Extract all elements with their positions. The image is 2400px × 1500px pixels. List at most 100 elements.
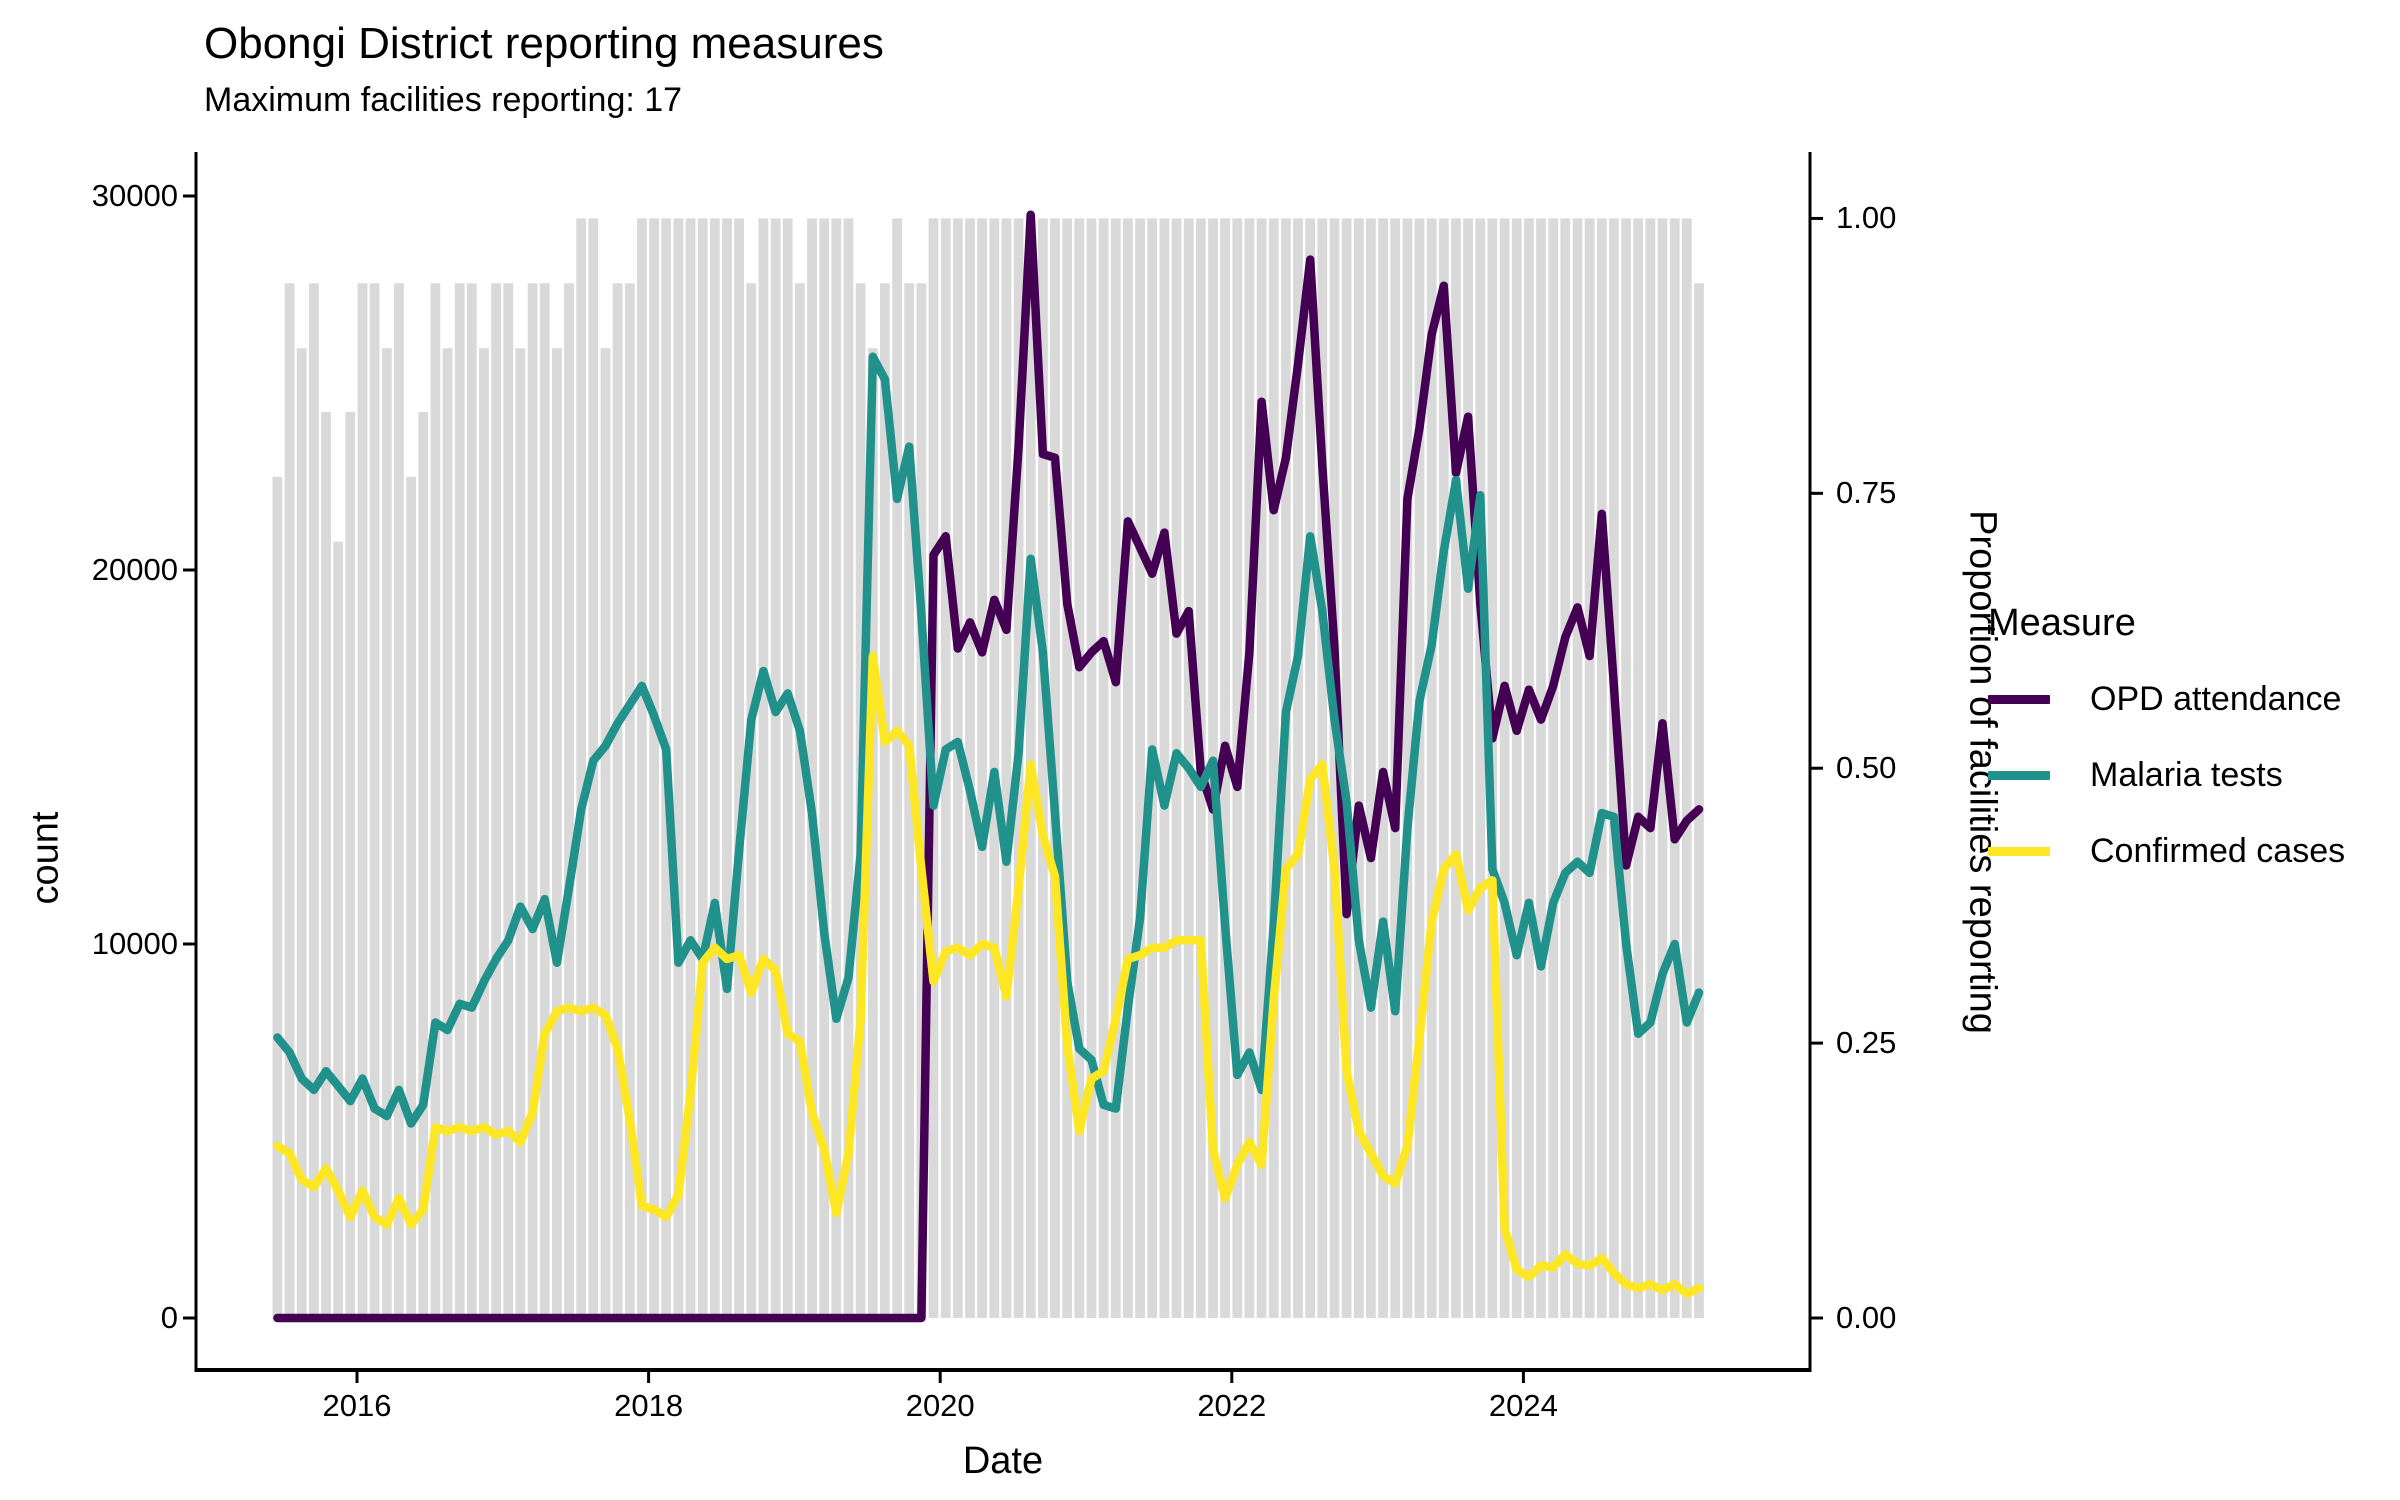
- y-axis-title-left: count: [24, 811, 67, 905]
- y-right-tick-label: 0.00: [1836, 1300, 1897, 1335]
- facility-bar: [564, 283, 574, 1318]
- facility-bar: [746, 283, 757, 1318]
- chart-title: Obongi District reporting measures: [204, 19, 884, 68]
- facility-bar: [1329, 218, 1340, 1318]
- facility-bar: [649, 218, 659, 1318]
- malaria-line: [273, 352, 1704, 1128]
- facility-bar: [843, 218, 854, 1318]
- facility-bar: [539, 283, 550, 1318]
- facility-bar: [1438, 218, 1449, 1318]
- facility-bar: [1572, 218, 1583, 1318]
- facility-bar: [1463, 218, 1473, 1318]
- facility-bar: [394, 283, 404, 1318]
- facility-bar: [1341, 218, 1352, 1318]
- x-tick-label: 2022: [1197, 1388, 1267, 1423]
- facility-bar: [552, 348, 562, 1318]
- facility-bar: [697, 218, 708, 1318]
- facility-bar: [977, 218, 987, 1318]
- facility-bar: [1681, 218, 1692, 1318]
- facility-bar: [1499, 218, 1510, 1318]
- facility-bar: [296, 348, 307, 1318]
- facility-bar: [1293, 218, 1303, 1318]
- facility-bar: [965, 218, 975, 1318]
- facility-bar: [1353, 218, 1364, 1318]
- facility-bar: [1001, 218, 1012, 1318]
- facility-bar: [709, 218, 720, 1318]
- x-tick-label: 2018: [614, 1388, 684, 1423]
- facility-bar: [1402, 218, 1413, 1318]
- facility-bar: [1657, 218, 1668, 1318]
- facility-bar: [479, 348, 489, 1318]
- facility-bar: [333, 541, 344, 1318]
- y-right-tick-label: 0.75: [1836, 475, 1897, 511]
- confirmed-line-swatch: [1988, 846, 2050, 856]
- facility-bar: [576, 218, 587, 1318]
- legend: Measure OPD attendance Malaria tests Con…: [1988, 602, 2388, 907]
- facility-bar: [782, 218, 793, 1318]
- legend-label-opd: OPD attendance: [2090, 679, 2342, 718]
- facility-bar: [612, 283, 623, 1318]
- facility-bar: [284, 283, 295, 1318]
- facility-bar: [369, 283, 380, 1318]
- facility-bar: [1596, 218, 1607, 1318]
- x-axis-title: Date: [962, 1440, 1044, 1482]
- facility-bar: [515, 348, 526, 1318]
- y-left-tick-label: 0: [160, 1300, 178, 1335]
- facility-bar: [1548, 218, 1559, 1318]
- facility-bar: [892, 218, 902, 1318]
- y-right-tick-label: 0.25: [1836, 1025, 1897, 1061]
- facility-bar: [904, 283, 915, 1318]
- facility-bar: [503, 283, 514, 1318]
- facility-bar: [491, 283, 501, 1318]
- facility-bar: [1621, 218, 1631, 1318]
- y-right-tick-label: 1.00: [1836, 200, 1897, 236]
- facility-bar: [1086, 218, 1097, 1318]
- facility-bar: [1038, 218, 1048, 1318]
- facility-bar: [1524, 218, 1534, 1318]
- facility-bar: [770, 218, 781, 1318]
- facility-bar: [1098, 218, 1109, 1318]
- y-left-tick-label: 10000: [91, 926, 178, 961]
- facility-bar: [381, 348, 392, 1318]
- facility-bar: [685, 218, 696, 1318]
- facility-bar: [867, 348, 878, 1318]
- confirmed-line: [273, 651, 1704, 1298]
- facility-bar: [1268, 218, 1279, 1318]
- x-tick-label: 2020: [905, 1388, 975, 1423]
- facility-bar: [1609, 218, 1619, 1318]
- facility-bar: [1694, 283, 1704, 1318]
- facility-bar: [1256, 218, 1267, 1318]
- facility-bar: [454, 283, 465, 1318]
- facility-bar: [637, 218, 647, 1318]
- legend-item-confirmed: Confirmed cases: [1988, 831, 2388, 871]
- facility-bar: [734, 218, 744, 1318]
- facility-bar: [1633, 218, 1644, 1318]
- legend-label-malaria: Malaria tests: [2090, 755, 2283, 794]
- facility-bar: [819, 218, 830, 1318]
- facility-bar: [442, 348, 453, 1318]
- facility-bar: [673, 218, 684, 1318]
- facility-bar: [1511, 218, 1522, 1318]
- y-left-tick-label: 20000: [91, 552, 178, 587]
- facility-bar: [1159, 218, 1170, 1318]
- facility-bar: [1560, 218, 1571, 1318]
- facility-bar: [1414, 218, 1425, 1318]
- facility-bar: [418, 412, 429, 1318]
- facility-bar: [1536, 218, 1546, 1318]
- facility-bar: [357, 283, 368, 1318]
- facility-bar: [527, 283, 538, 1318]
- facility-bar: [952, 218, 963, 1318]
- facility-bar: [1305, 218, 1316, 1318]
- facility-bar: [1669, 218, 1680, 1318]
- facility-bar: [880, 283, 890, 1318]
- facility-bar: [321, 412, 331, 1318]
- facility-bar: [1366, 218, 1376, 1318]
- facility-bar: [795, 283, 805, 1318]
- facility-bar: [916, 283, 927, 1318]
- facility-bar: [1062, 218, 1073, 1318]
- facility-bar: [624, 283, 635, 1318]
- facility-bar: [1110, 218, 1121, 1318]
- facility-bar: [345, 412, 356, 1318]
- y-left-tick-label: 30000: [91, 178, 178, 213]
